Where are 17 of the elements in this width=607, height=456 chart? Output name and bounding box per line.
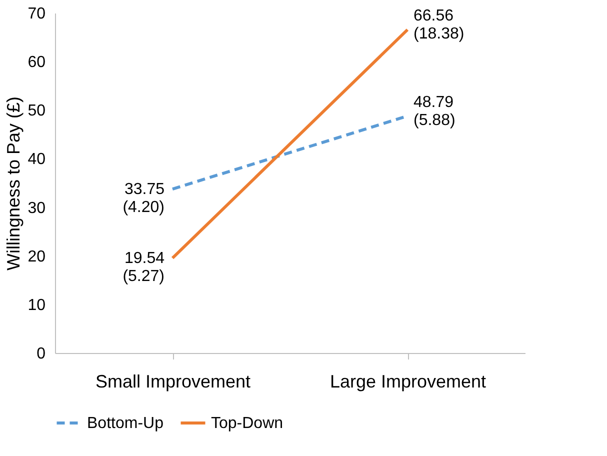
- y-tick-label: 20: [28, 248, 46, 266]
- y-axis-title: Willingness to Pay (£): [4, 96, 24, 271]
- y-tick-label: 70: [28, 6, 46, 22]
- data-label: 66.56 (18.38): [414, 8, 464, 43]
- legend-label: Bottom-Up: [87, 415, 164, 432]
- x-tick-label: Small Improvement: [95, 372, 251, 392]
- data-label: 48.79 (5.88): [414, 94, 456, 130]
- x-tick-label: Large Improvement: [330, 372, 486, 392]
- data-label: 33.75 (4.20): [122, 181, 165, 216]
- y-tick-label: 50: [28, 102, 46, 120]
- legend-label: Top-Down: [211, 415, 284, 432]
- y-tick-label: 60: [28, 54, 46, 72]
- y-tick-label: 30: [28, 200, 46, 217]
- y-tick-label: 0: [36, 346, 46, 362]
- y-tick-label: 40: [28, 151, 46, 168]
- y-tick-label: 10: [28, 296, 46, 314]
- data-label: 19.54 (5.27): [122, 250, 165, 286]
